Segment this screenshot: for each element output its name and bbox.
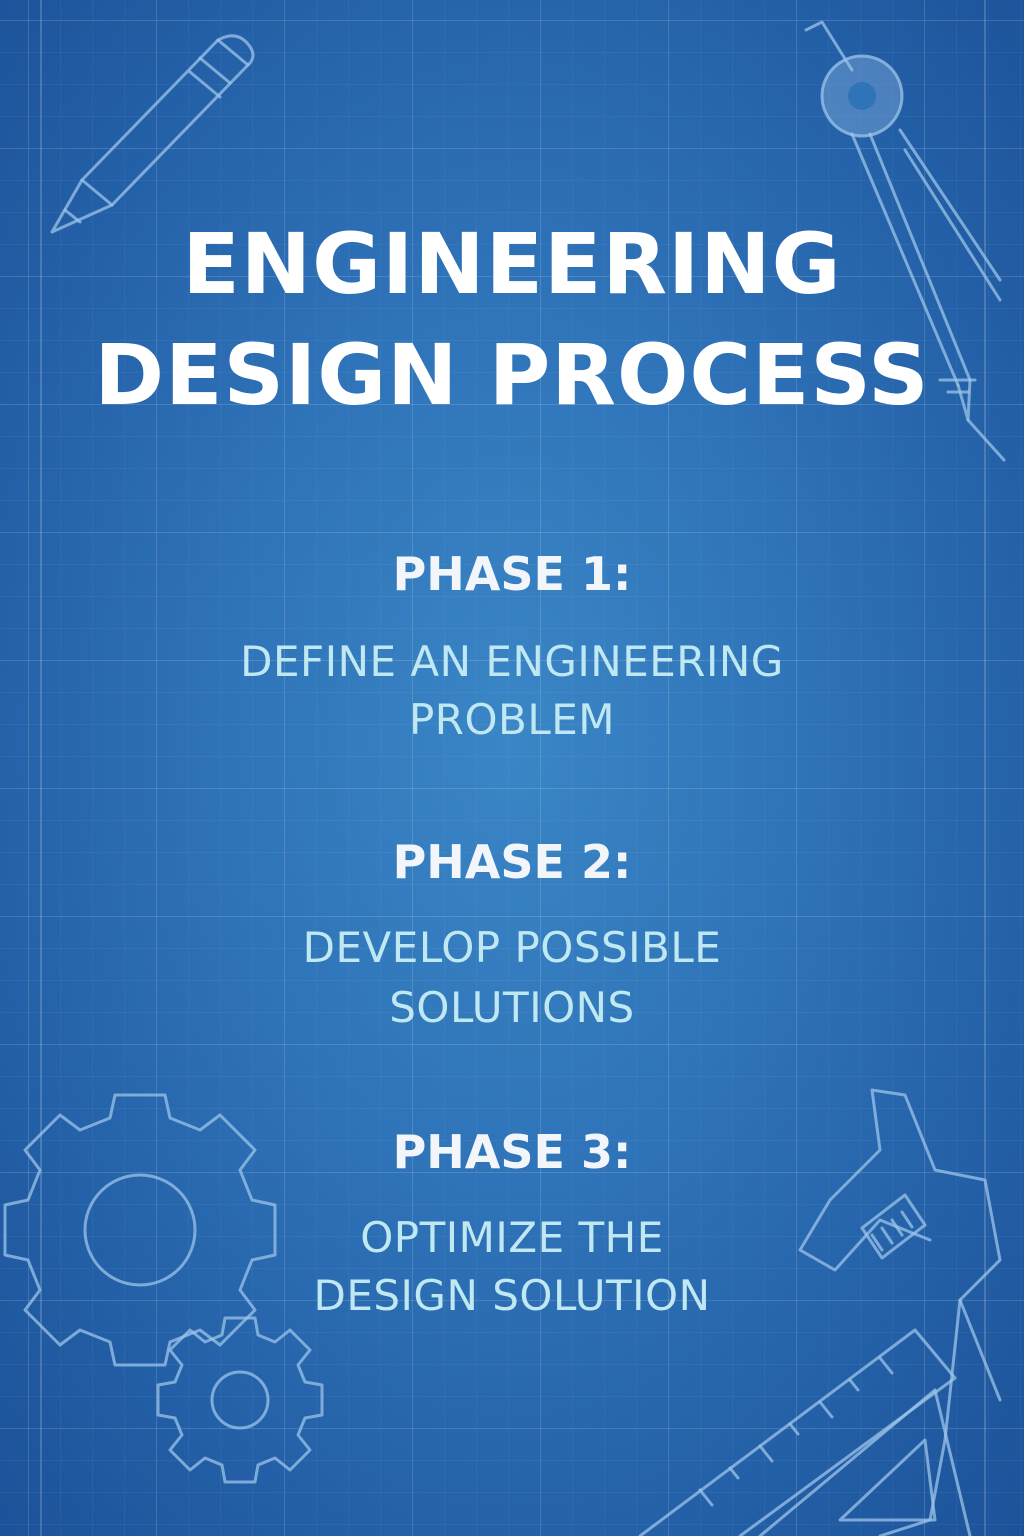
phase-1-heading: PHASE 1: xyxy=(392,547,632,601)
set-square-icon xyxy=(758,1388,972,1536)
small-gear-icon xyxy=(156,1316,324,1484)
phase-1-description-line-2: PROBLEM xyxy=(408,695,616,744)
phase-3-heading: PHASE 3: xyxy=(392,1125,632,1179)
poster-title-line-1: ENGINEERING xyxy=(182,215,842,313)
phase-2-heading: PHASE 2: xyxy=(392,835,632,889)
compass-icon xyxy=(804,20,1006,462)
pencil-icon xyxy=(50,34,255,234)
poster-title-line-2: DESIGN PROCESS xyxy=(94,326,930,424)
phase-3-description-line-1: OPTIMIZE THE xyxy=(360,1213,664,1262)
phase-2-description-line-1: DEVELOP POSSIBLE xyxy=(302,923,722,972)
phase-3-description-line-2: DESIGN SOLUTION xyxy=(313,1271,711,1320)
ruler-icon xyxy=(638,1328,957,1536)
phase-2-description-line-2: SOLUTIONS xyxy=(389,983,635,1032)
frame-line-left xyxy=(40,0,42,1536)
phase-1-description-line-1: DEFINE AN ENGINEERING xyxy=(240,637,784,686)
wrench-icon xyxy=(798,1088,1002,1536)
frame-line-right xyxy=(984,0,986,1536)
gear-icon xyxy=(3,1093,277,1367)
